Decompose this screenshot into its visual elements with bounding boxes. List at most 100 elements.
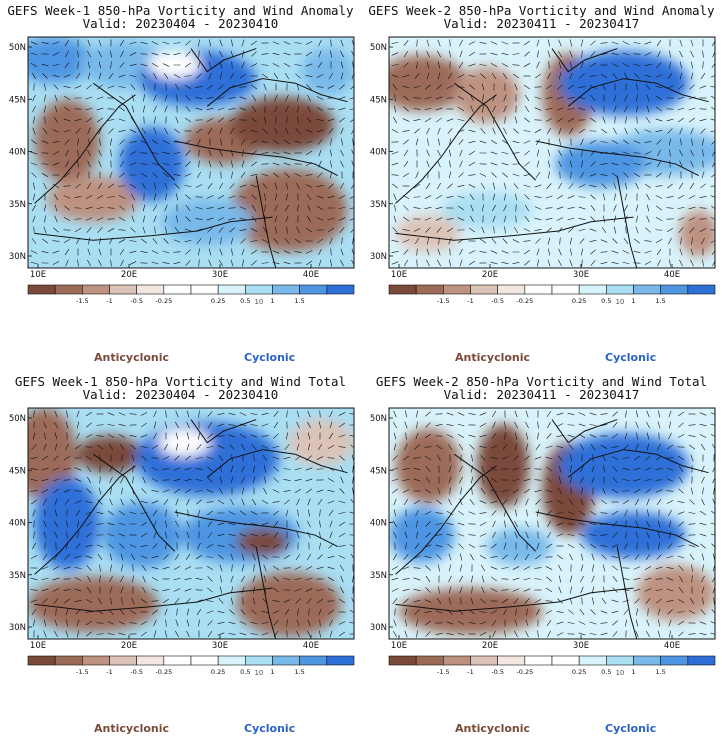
wind-arrow [272,456,280,460]
wind-arrow [274,215,278,223]
wind-arrow [283,456,291,460]
wind-arrow [578,86,586,88]
wind-arrow [64,598,70,604]
wind-arrow [492,193,496,201]
wind-arrow [425,182,431,190]
wind-arrow [162,262,170,264]
wind-arrow [131,597,135,605]
wind-arrow [535,499,541,505]
wind-arrow [679,50,683,58]
wind-arrow [557,598,563,604]
wind-arrow [426,61,430,69]
wind-arrow [97,84,103,90]
wind-arrow [537,50,539,58]
wind-arrow [668,410,672,418]
wind-arrow [556,96,564,100]
wind-arrow [644,129,652,133]
wind-arrow [426,248,430,256]
wind-arrow [524,51,530,57]
wind-arrow [250,534,258,536]
wind-arrow [294,42,302,44]
wind-arrow [140,42,148,44]
wind-arrow [457,118,465,122]
wind-arrow [340,465,344,473]
coastline [34,216,273,241]
wind-arrow [657,421,661,429]
wind-arrow [141,455,147,461]
wind-arrow [655,216,663,222]
wind-arrow [468,227,476,233]
wind-arrow [657,149,661,157]
wind-arrow [438,138,440,146]
wind-arrow [711,443,715,450]
wind-arrow [74,467,82,471]
wind-arrow [251,444,257,450]
wind-arrow [250,184,258,188]
wind-arrow [153,105,157,113]
wind-arrow [52,162,60,166]
wind-arrow [63,588,71,592]
wind-arrow [109,564,113,572]
wind-arrow [688,511,696,515]
wind-arrow [53,630,59,638]
wind-arrow [678,182,684,190]
wind-arrow [644,151,652,155]
wind-arrow [119,248,125,256]
wind-arrow [479,251,487,253]
colorbar-tick: -1.5 [437,297,450,305]
wind-arrow [512,53,520,55]
wind-arrow [229,227,235,233]
wind-arrow [590,609,596,615]
wind-arrow [63,455,71,461]
wind-arrow [491,543,497,549]
wind-arrow [622,599,630,603]
wind-arrow [195,578,203,580]
wind-arrow [75,72,81,80]
wind-arrow [241,39,245,47]
wind-arrow [98,127,102,135]
wind-arrow [250,240,258,242]
wind-arrow [131,215,135,223]
wind-arrow [164,204,168,212]
wind-arrow [402,455,410,461]
wind-arrow [87,575,91,583]
wind-arrow [30,457,38,459]
wind-arrow [689,444,695,450]
wind-arrow [328,128,334,134]
wind-arrow [679,61,683,69]
wind-arrow [317,554,323,560]
wind-arrow [120,575,124,583]
wind-arrow [611,53,619,55]
wind-arrow [690,487,694,495]
wind-arrow [140,532,148,538]
wind-arrow [448,476,452,484]
wind-arrow [425,620,431,626]
wind-arrow [545,456,553,460]
wind-arrow [536,39,540,47]
wind-arrow [44,432,46,440]
wind-arrow [678,476,684,484]
longitude-label: 10E [30,641,46,651]
wind-arrow [635,410,639,418]
wind-arrow [140,163,148,165]
wind-arrow [263,465,267,473]
wind-arrow [589,633,597,635]
wind-arrow [470,215,474,223]
colorbar-swatch [245,655,273,666]
wind-arrow [548,248,550,256]
wind-arrow [502,172,508,178]
map-frame [27,407,355,640]
wind-arrow [503,204,507,212]
wind-arrow [622,467,630,471]
wind-arrow [503,215,507,223]
wind-arrow [690,248,694,256]
colorbar-tick: 0.25 [572,668,586,676]
wind-arrow [667,543,673,549]
latitude-label: 50N [9,414,26,424]
wind-arrow [647,509,649,517]
vorticity-field [28,408,354,639]
wind-arrow [165,193,167,201]
wind-arrow [250,434,258,438]
wind-arrow [457,632,465,636]
